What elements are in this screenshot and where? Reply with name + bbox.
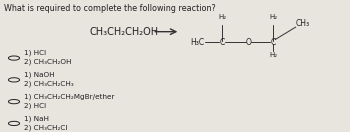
Text: H₃C: H₃C [191, 38, 205, 47]
Text: 1) HCl
2) CH₃CH₂OH: 1) HCl 2) CH₃CH₂OH [24, 50, 71, 65]
Text: CH₃: CH₃ [296, 19, 310, 28]
Text: H₂: H₂ [269, 14, 277, 20]
Text: H₂: H₂ [269, 52, 277, 58]
Text: H₂: H₂ [218, 14, 226, 20]
Text: 1) NaOH
2) CH₃CH₂CH₃: 1) NaOH 2) CH₃CH₂CH₃ [24, 71, 74, 87]
Text: 1) CH₃CH₂CH₂MgBr/ether
2) HCl: 1) CH₃CH₂CH₂MgBr/ether 2) HCl [24, 93, 114, 109]
Text: What is required to complete the following reaction?: What is required to complete the followi… [4, 4, 215, 13]
Text: 1) NaH
2) CH₃CH₂Cl: 1) NaH 2) CH₃CH₂Cl [24, 115, 67, 131]
Text: O: O [246, 38, 251, 47]
Text: C: C [220, 38, 225, 47]
Text: CH₃CH₂CH₂OH: CH₃CH₂CH₂OH [90, 27, 159, 37]
Text: C: C [270, 38, 276, 47]
